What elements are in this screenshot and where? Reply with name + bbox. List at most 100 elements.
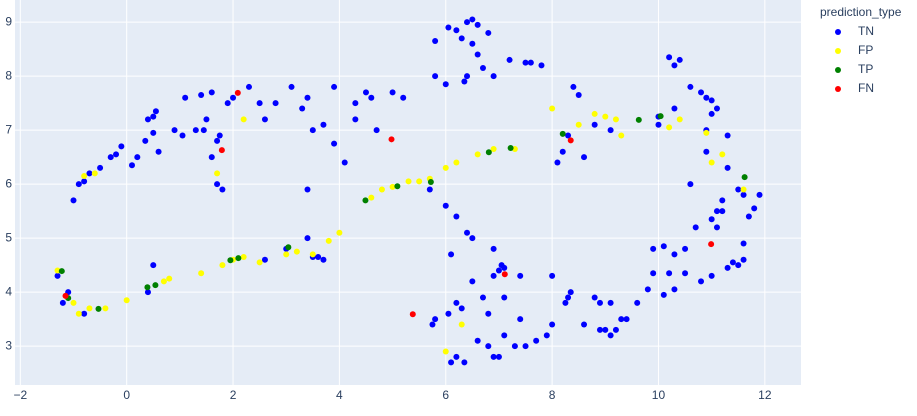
scatter-point <box>495 353 502 360</box>
x-tick-label: −2 <box>13 388 27 402</box>
scatter-point <box>442 202 449 209</box>
scatter-point <box>427 178 434 185</box>
scatter-point <box>479 294 486 301</box>
scatter-point <box>458 321 465 328</box>
scatter-point <box>740 256 747 263</box>
plot-background <box>15 0 801 385</box>
scatter-point <box>464 19 471 26</box>
scatter-point <box>235 255 242 262</box>
scatter-point <box>219 186 226 193</box>
scatter-point <box>58 268 65 275</box>
scatter-point <box>70 197 77 204</box>
scatter-point <box>698 278 705 285</box>
scatter-point <box>607 127 614 134</box>
scatter-point <box>171 127 178 134</box>
scatter-point <box>227 257 234 264</box>
scatter-point <box>501 271 508 278</box>
scatter-point <box>442 81 449 88</box>
scatter-point <box>618 132 625 139</box>
scatter-point <box>461 78 468 85</box>
scatter-point <box>464 73 471 80</box>
scatter-point <box>607 332 614 339</box>
scatter-point <box>426 186 433 193</box>
scatter-point <box>160 278 167 285</box>
scatter-point <box>432 73 439 80</box>
legend-marker <box>835 29 841 35</box>
scatter-point <box>751 205 758 212</box>
legend-label: FP <box>858 43 873 57</box>
legend-marker <box>835 48 841 54</box>
scatter-point <box>713 208 720 215</box>
scatter-point <box>62 292 69 299</box>
scatter-point <box>373 127 380 134</box>
scatter-point <box>671 105 678 112</box>
scatter-point <box>362 89 369 96</box>
scatter-point <box>501 332 508 339</box>
scatter-point <box>123 297 130 304</box>
scatter-point <box>464 229 471 236</box>
x-tick-label: 0 <box>123 388 130 402</box>
scatter-point <box>724 132 731 139</box>
scatter-point <box>533 337 540 344</box>
scatter-point <box>283 251 290 258</box>
legend-marker <box>835 86 841 92</box>
scatter-point <box>150 262 157 269</box>
scatter-point <box>432 38 439 45</box>
scatter-point <box>214 170 221 177</box>
scatter-point <box>214 181 221 188</box>
scatter-point <box>309 251 316 258</box>
scatter-point <box>511 343 518 350</box>
scatter-point <box>660 243 667 250</box>
scatter-point <box>445 310 452 317</box>
scatter-point <box>432 316 439 323</box>
scatter-point <box>445 24 452 31</box>
scatter-point <box>107 154 114 161</box>
scatter-point <box>86 305 93 312</box>
scatter-point <box>729 259 736 266</box>
scatter-point <box>234 89 241 96</box>
scatter-point <box>469 40 476 47</box>
scatter-point <box>517 272 524 279</box>
scatter-point <box>485 343 492 350</box>
scatter-point <box>388 136 395 143</box>
scatter-point <box>517 316 524 323</box>
scatter-point <box>506 56 513 63</box>
scatter-point <box>142 137 149 144</box>
scatter-point <box>272 100 279 107</box>
legend-label: FN <box>858 81 874 95</box>
scatter-point <box>54 272 61 279</box>
scatter-point <box>655 121 662 128</box>
scatter-point <box>469 16 476 23</box>
scatter-point <box>713 224 720 231</box>
scatter-point <box>522 59 529 66</box>
scatter-point <box>113 151 120 158</box>
scatter-point <box>698 89 705 96</box>
scatter-point <box>607 299 614 306</box>
scatter-point <box>666 270 673 277</box>
scatter-point <box>70 299 77 306</box>
scatter-point <box>495 267 502 274</box>
scatter-point <box>320 121 327 128</box>
scatter-point <box>166 275 173 282</box>
scatter-point <box>81 178 88 185</box>
scatter-point <box>612 326 619 333</box>
scatter-point <box>469 235 476 242</box>
scatter-point <box>474 51 481 58</box>
scatter-point <box>740 240 747 247</box>
scatter-point <box>331 140 338 147</box>
scatter-point <box>687 83 694 90</box>
scatter-point <box>261 256 268 263</box>
scatter-point <box>86 170 93 177</box>
scatter-point <box>666 54 673 61</box>
x-tick-label: 8 <box>549 388 556 402</box>
scatter-point <box>224 100 231 107</box>
scatter-point <box>144 116 151 123</box>
scatter-point <box>741 174 748 181</box>
scatter-point <box>708 241 715 248</box>
scatter-point <box>671 286 678 293</box>
scatter-point <box>666 124 673 131</box>
scatter-point <box>261 116 268 123</box>
scatter-point <box>490 73 497 80</box>
scatter-point <box>218 147 225 154</box>
